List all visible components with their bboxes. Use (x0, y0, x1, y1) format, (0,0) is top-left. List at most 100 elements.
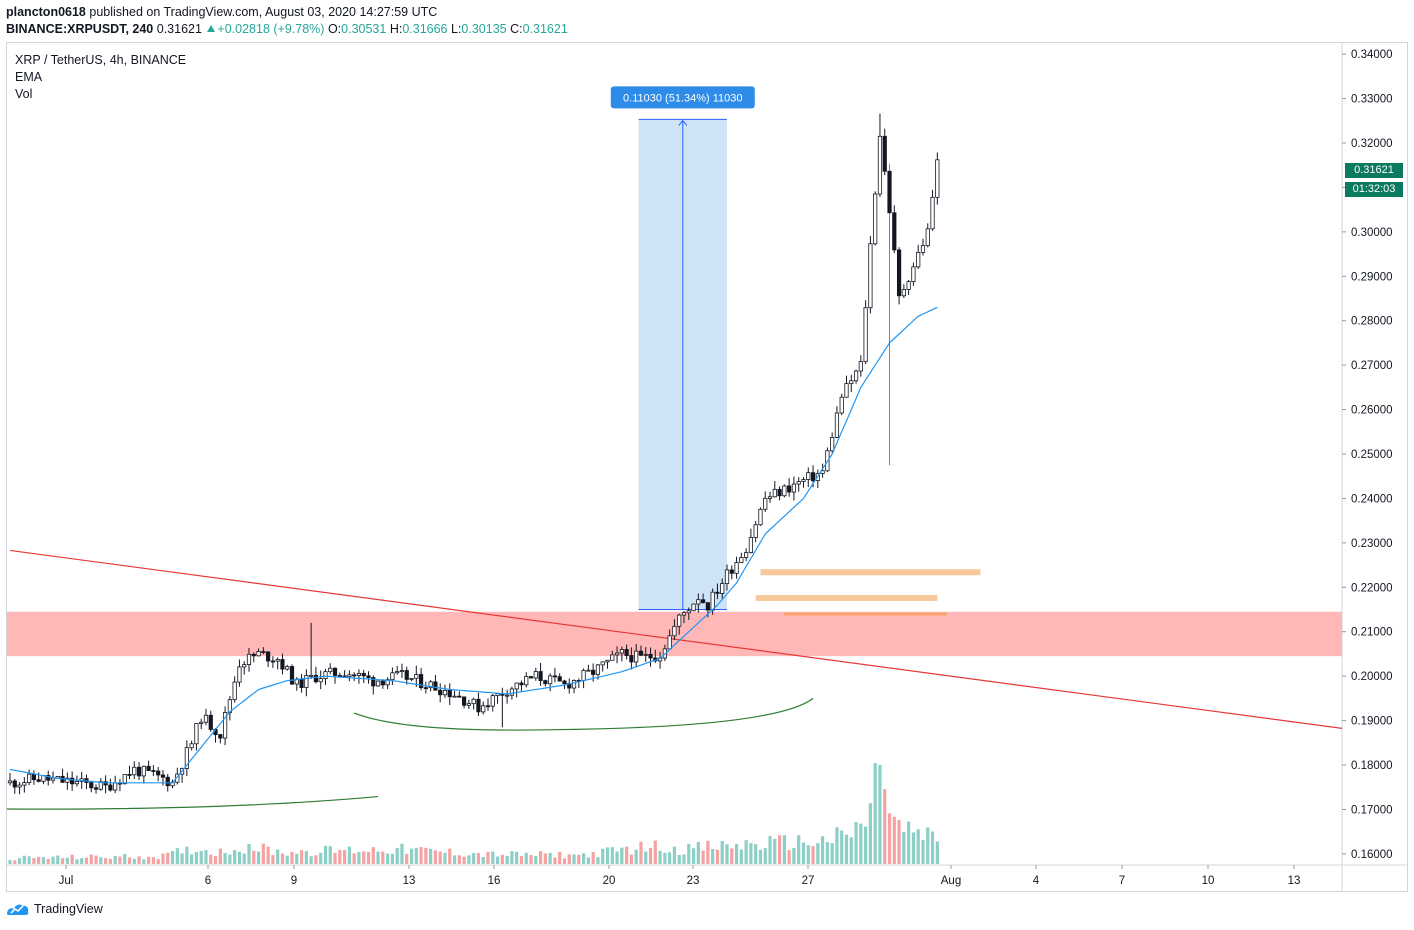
volume-bar (56, 855, 60, 864)
volume-bar (233, 850, 237, 864)
candle-body (380, 680, 385, 686)
volume-bar (801, 842, 806, 864)
candle-body (246, 653, 252, 665)
up-arrow-icon (207, 25, 216, 32)
volume-bar (816, 843, 820, 864)
volume-bar (629, 854, 633, 864)
candle-body (461, 696, 467, 706)
plot-area (7, 113, 1342, 864)
candle-body (270, 660, 276, 663)
volume-bar (864, 826, 868, 864)
candle-body (677, 614, 682, 627)
x-tick-label: Jul (59, 875, 74, 887)
volume-bar (99, 857, 103, 864)
candle-body (739, 557, 744, 563)
volume-bar (113, 855, 117, 864)
candle-body (27, 773, 32, 783)
legend-ema[interactable]: EMA (15, 70, 43, 84)
volume-bar (452, 855, 457, 864)
candle-body (772, 488, 777, 498)
candle-body (686, 610, 691, 614)
volume-bar (754, 844, 758, 864)
candle-body (600, 661, 605, 666)
volume-bar (749, 843, 753, 864)
y-tick-label: 0.23000 (1351, 538, 1393, 550)
candle-body (610, 654, 615, 661)
candle-body (691, 603, 696, 612)
candle-body (70, 777, 75, 785)
volume-bar (849, 837, 853, 864)
volume-bar (911, 832, 916, 864)
legend-vol[interactable]: Vol (15, 87, 33, 101)
candle-body (595, 664, 601, 675)
x-tick-label: 23 (687, 875, 700, 887)
volume-bar (266, 846, 270, 864)
author-name[interactable]: plancton0618 (6, 5, 86, 19)
volume-bar (744, 840, 748, 864)
candle-body (624, 649, 629, 656)
volume-bar (548, 852, 552, 864)
candle-body (17, 784, 22, 788)
volume-bar (8, 859, 12, 864)
volume-bar (118, 856, 122, 864)
candle-body (863, 307, 868, 363)
y-tick-label: 0.24000 (1351, 493, 1393, 505)
candle-body (705, 602, 710, 611)
volume-bar (873, 763, 877, 864)
candle-body (696, 599, 701, 605)
volume-bar (400, 843, 404, 864)
candle-body (528, 676, 534, 679)
candle-body (46, 775, 51, 781)
candle-body (108, 784, 113, 791)
candle-body (261, 651, 266, 653)
high-label: H: (389, 22, 403, 36)
volume-bar (510, 851, 514, 864)
candle-body (858, 361, 863, 372)
volume-bar (13, 860, 17, 864)
footer-brand[interactable]: TradingView (6, 902, 103, 916)
candle-body (404, 670, 409, 680)
candle-body (485, 705, 491, 708)
candle-body (361, 673, 366, 677)
volume-bar (648, 848, 653, 864)
low-label: L: (450, 22, 462, 36)
volume-bar (252, 850, 256, 864)
candle-body (313, 674, 319, 683)
candle-body (136, 766, 142, 777)
volume-bar (586, 857, 590, 864)
volume-bar (457, 855, 461, 864)
candle-body (710, 591, 715, 611)
open-value: 0.30531 (341, 22, 387, 36)
y-tick-label: 0.20000 (1351, 671, 1393, 683)
volume-bar (390, 853, 394, 864)
volume-bar (505, 855, 509, 864)
volume-bar (304, 851, 308, 864)
countdown-tag: 01:32:03 (1345, 182, 1403, 197)
volume-bar (610, 847, 614, 864)
candle-body (782, 485, 787, 497)
volume-bar (242, 853, 246, 864)
candle-body (548, 675, 553, 685)
volume-bar (175, 848, 179, 864)
volume-bar (247, 843, 251, 864)
candle-body (309, 674, 314, 677)
x-tick-label: 10 (1202, 875, 1215, 887)
candle-body (681, 612, 687, 616)
volume-bar (37, 856, 41, 864)
candle-body (208, 714, 213, 730)
volume-bar (930, 831, 935, 864)
candle-body (399, 670, 405, 672)
candle-body (371, 677, 376, 687)
candle-body (22, 782, 27, 786)
brand-name: TradingView (34, 902, 103, 916)
y-tick-label: 0.34000 (1351, 49, 1393, 61)
volume-bar (534, 855, 538, 864)
volume-bar (371, 847, 375, 864)
candle-body (194, 723, 199, 745)
volume-bar (462, 856, 466, 864)
volume-bar (347, 846, 351, 864)
volume-bar (46, 858, 50, 864)
volume-bar (147, 856, 151, 864)
y-tick-label: 0.22000 (1351, 582, 1393, 594)
